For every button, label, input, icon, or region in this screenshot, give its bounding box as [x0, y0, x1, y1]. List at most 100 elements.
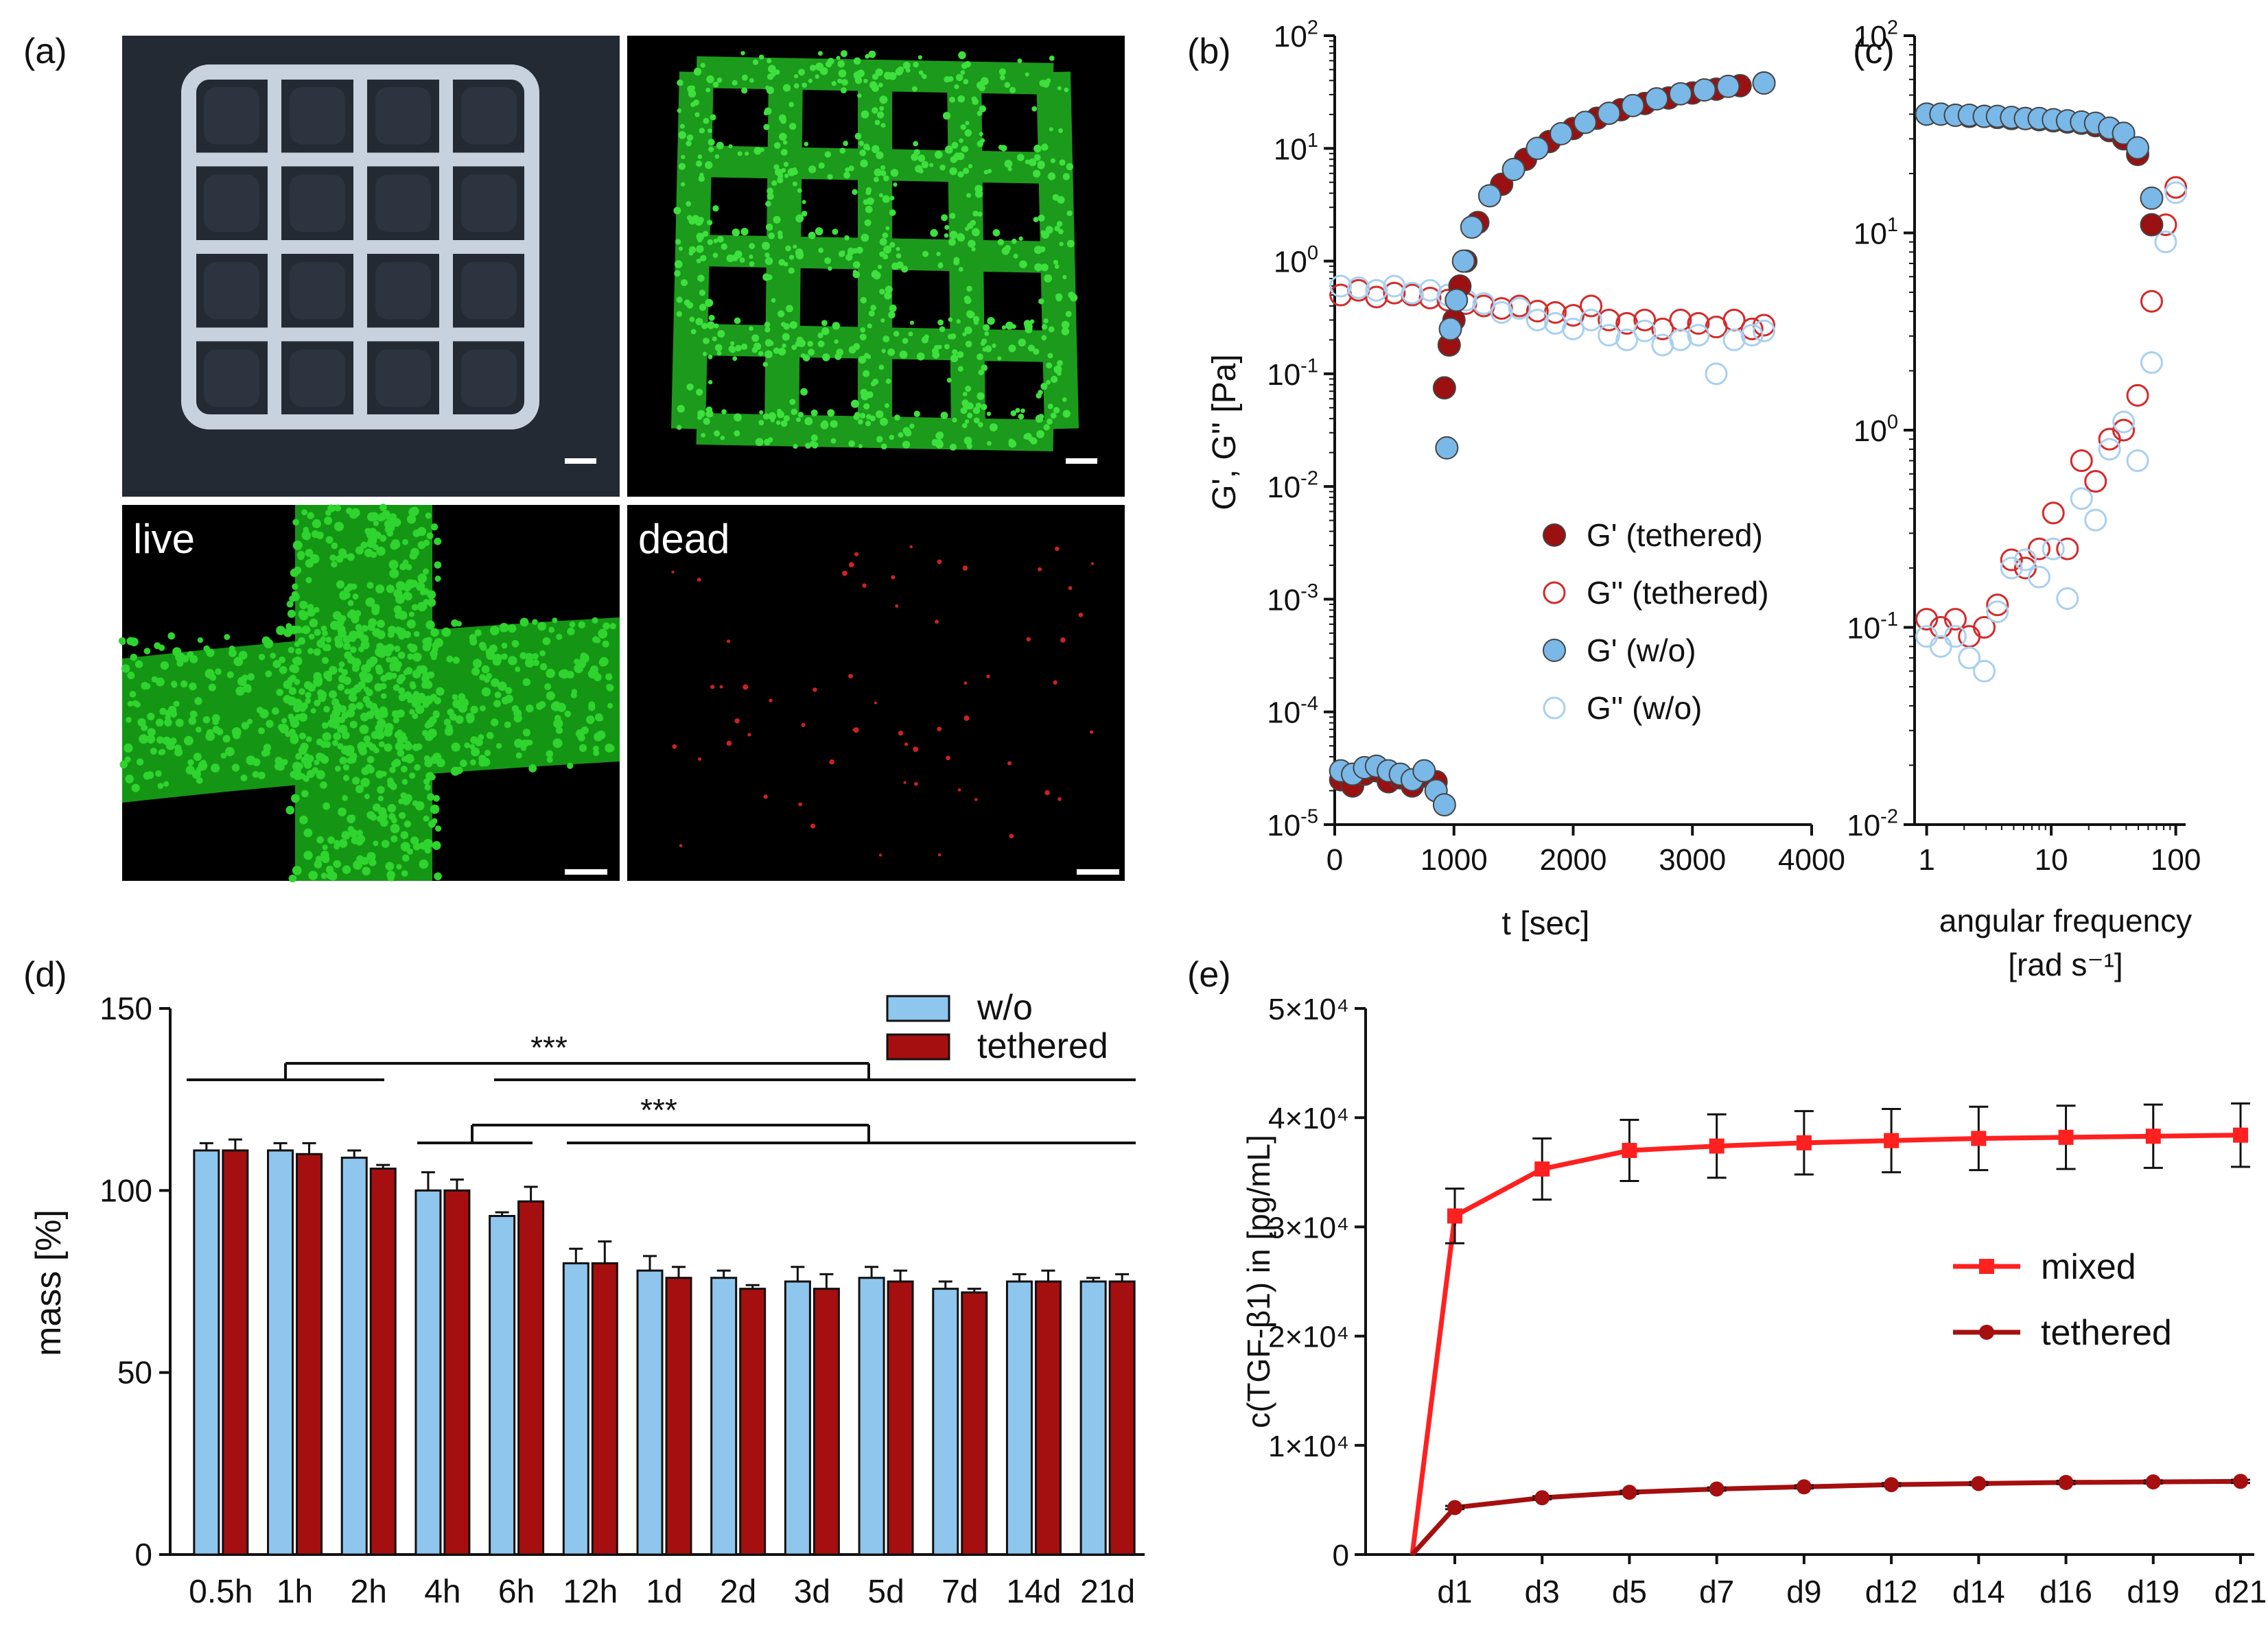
cell-dot: [1009, 86, 1016, 93]
cell-dot: [552, 700, 561, 709]
cell-dot: [948, 317, 953, 322]
cell-dot: [290, 568, 299, 578]
cell-dot: [702, 231, 709, 237]
cell-dot: [924, 334, 929, 340]
cell-dot: [393, 605, 402, 614]
cell-dot: [381, 840, 390, 848]
cell-dot: [827, 409, 835, 417]
cell-dot: [876, 436, 883, 443]
legend-swatch: [886, 995, 950, 1022]
cell-dot: [1000, 145, 1007, 152]
cell-dot: [312, 767, 319, 774]
y-tick-label: 101: [1274, 130, 1318, 166]
cell-dot: [412, 713, 419, 720]
cell-dot: [689, 316, 695, 322]
cell-dot: [973, 320, 979, 325]
cell-dot: [353, 684, 362, 693]
cell-dot: [848, 346, 856, 354]
cell-dot: [360, 777, 370, 788]
cell-dot: [451, 742, 460, 752]
cell-dot: [889, 241, 896, 248]
panel-label-d: (d): [23, 955, 67, 995]
cell-dot: [196, 777, 203, 784]
y-tick-label: 10-2: [1267, 468, 1318, 504]
x-tick-label: 14d: [1006, 1574, 1061, 1610]
cell-dot: [175, 718, 184, 727]
cell-dot: [401, 870, 408, 877]
dead-cell-dot: [909, 545, 913, 549]
cell-dot: [349, 755, 357, 764]
cell-dot: [861, 392, 869, 401]
data-point: [1621, 93, 1645, 117]
cell-dot: [299, 732, 307, 740]
cell-dot: [430, 804, 440, 814]
cell-dot: [800, 388, 808, 396]
cell-dot: [424, 759, 433, 768]
cell-dot: [859, 412, 866, 419]
cell-dot: [946, 377, 952, 383]
cell-dot: [412, 529, 421, 538]
cell-dot: [485, 648, 493, 656]
cell-dot: [365, 689, 373, 696]
cell-dot: [714, 323, 719, 329]
data-point: [1971, 1476, 1987, 1491]
x-tick-label: 0.5h: [189, 1574, 253, 1610]
cell-dot: [831, 81, 837, 86]
cell-dot: [331, 720, 340, 729]
cell-dot: [397, 687, 406, 695]
cell-dot: [272, 707, 279, 715]
cell-dot: [952, 349, 958, 355]
y-tick-label: 0: [1333, 1539, 1349, 1572]
cell-dot: [328, 665, 338, 675]
cell-dot: [325, 865, 334, 874]
data-point: [1929, 635, 1952, 658]
cell-dot: [414, 764, 421, 771]
cell-dot: [342, 635, 351, 644]
cell-dot: [786, 305, 793, 313]
cell-dot: [680, 182, 686, 187]
cell-dot: [1061, 327, 1070, 335]
legend-marker: [1543, 523, 1566, 547]
grid-pore: [461, 262, 517, 320]
cell-dot: [779, 349, 786, 355]
cell-dot: [734, 413, 742, 422]
x-axis-label: [rad s⁻¹]: [2008, 947, 2123, 982]
cell-dot: [495, 743, 502, 749]
cell-dot: [451, 619, 458, 627]
dead-cell-dot: [769, 698, 773, 702]
cell-dot: [783, 415, 790, 422]
cell-dot: [511, 705, 519, 713]
cell-dot: [355, 630, 364, 639]
x-tick-label: 2h: [351, 1574, 387, 1610]
data-point: [2140, 351, 2163, 375]
cell-dot: [696, 233, 705, 241]
cell-dot: [406, 564, 412, 571]
chart-e: 0 1×10⁴ 2×10⁴ 3×10⁴ 4×10⁴ 5×10⁴ c(TGF-β1) in […: [1241, 993, 2267, 1609]
dead-cell-dot: [1053, 680, 1057, 685]
cell-dot: [288, 646, 294, 654]
cell-dot: [1038, 298, 1044, 305]
cell-dot: [1058, 128, 1064, 133]
cell-dot: [401, 854, 410, 862]
cell-dot: [150, 747, 157, 755]
cell-dot: [292, 657, 299, 664]
cell-dot: [764, 257, 773, 265]
cell-dot: [126, 637, 135, 646]
cell-dot: [206, 729, 214, 737]
cell-dot: [567, 762, 574, 769]
cell-dot: [808, 78, 813, 84]
cell-dot: [364, 793, 370, 800]
cell-dot: [1007, 167, 1012, 172]
cell-dot: [381, 770, 387, 777]
cell-dot: [402, 591, 411, 600]
cell-dot: [1027, 344, 1035, 352]
cell-dot: [828, 266, 832, 271]
x-tick-label: d16: [2039, 1574, 2092, 1609]
cell-dot: [406, 619, 416, 629]
cell-dot: [960, 407, 968, 414]
cell-dot: [1008, 438, 1015, 445]
cell-dot: [1056, 221, 1063, 227]
cell-dot: [578, 744, 587, 753]
cell-dot: [909, 320, 914, 325]
cell-dot: [301, 509, 307, 516]
